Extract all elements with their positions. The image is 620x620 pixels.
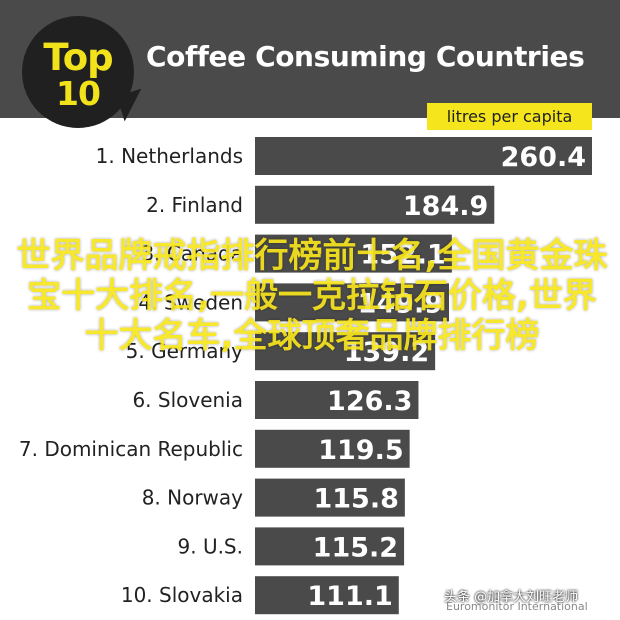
category-label-5: 5. Germany xyxy=(126,339,244,363)
category-label-1: 1. Netherlands xyxy=(96,144,243,168)
unit-label: litres per capita xyxy=(427,103,592,130)
value-label-5: 139.2 xyxy=(344,337,429,368)
bar-3 xyxy=(255,234,452,273)
bar-6 xyxy=(255,381,419,419)
watermark-author: 头条 @加拿大刘旺老师 xyxy=(444,590,579,605)
value-label-1: 260.4 xyxy=(501,142,586,173)
bar-4 xyxy=(255,283,449,322)
badge-number-text: 10 xyxy=(56,74,101,113)
value-label-9: 115.2 xyxy=(313,532,398,563)
value-label-4: 149.9 xyxy=(358,288,443,319)
value-label-8: 115.8 xyxy=(313,484,398,515)
category-label-2: 2. Finland xyxy=(146,193,243,217)
value-label-6: 126.3 xyxy=(327,386,412,417)
category-label-7: 7. Dominican Republic xyxy=(19,437,243,461)
top10-badge: Top 10 xyxy=(22,16,134,128)
value-label-7: 119.5 xyxy=(318,435,403,466)
category-label-10: 10. Slovakia xyxy=(121,583,243,607)
category-label-3: 3. Canada xyxy=(141,242,243,266)
bar-9 xyxy=(255,527,405,566)
bar-10 xyxy=(255,576,399,615)
bar-5 xyxy=(255,332,436,371)
category-label-9: 9. U.S. xyxy=(178,534,244,558)
bar-2 xyxy=(255,185,495,224)
bar-7 xyxy=(255,429,410,468)
watermark-source: Euromonitor International xyxy=(446,600,588,613)
category-label-6: 6. Slovenia xyxy=(132,388,243,412)
category-label-8: 8. Norway xyxy=(142,486,243,510)
overlay-caption: 世界品牌戒指排行榜前十名,全国黄金珠宝十大排名,一般一克拉钻石价格,世界十大名车… xyxy=(16,236,608,356)
bar-8 xyxy=(255,478,405,517)
badge-top-text: Top xyxy=(43,36,113,79)
bar-1 xyxy=(255,137,592,175)
value-label-10: 111.1 xyxy=(307,581,392,612)
category-label-4: 4. Sweden xyxy=(139,290,243,314)
chart-title: Coffee Consuming Countries xyxy=(146,40,585,73)
value-label-3: 152.1 xyxy=(360,240,445,271)
value-label-2: 184.9 xyxy=(403,191,488,222)
